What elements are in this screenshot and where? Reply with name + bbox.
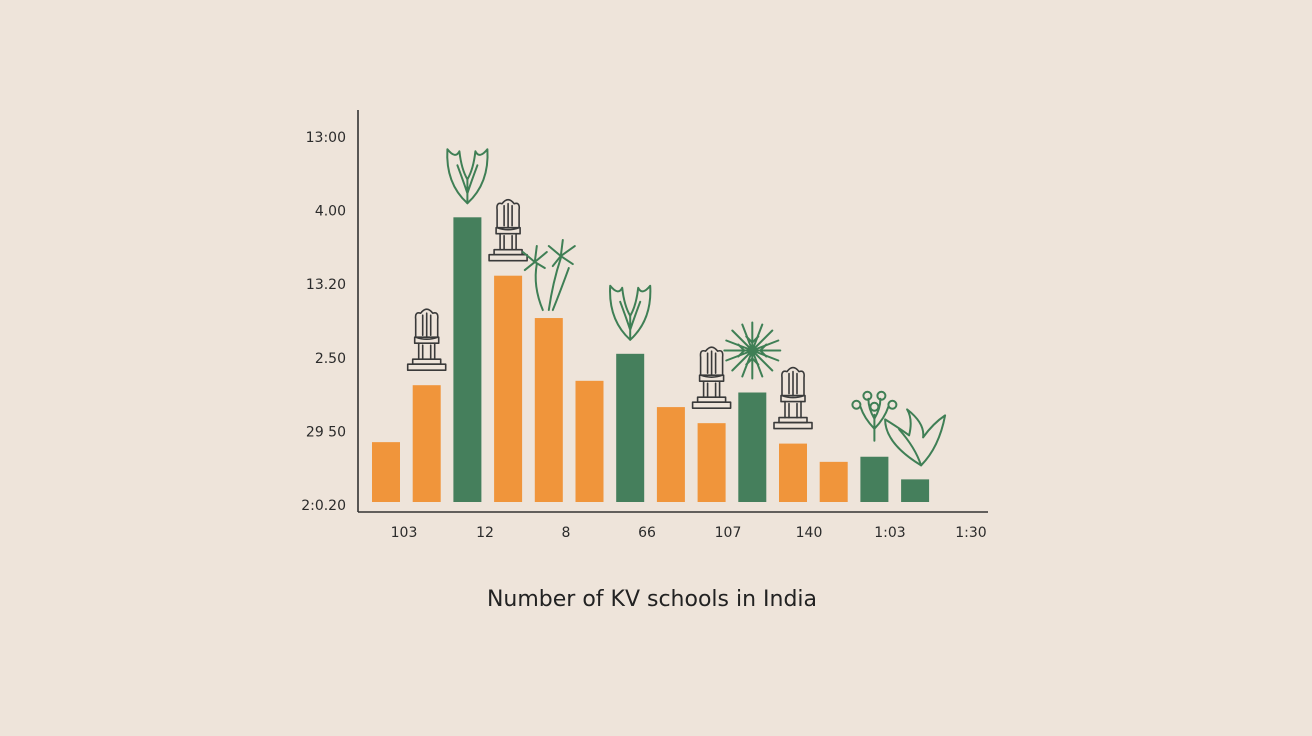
x-tick-label: 1:03 — [874, 525, 905, 541]
y-tick-label: 2:0.20 — [301, 498, 346, 514]
banyan-tree-icon — [723, 321, 782, 380]
y-tick-label: 13.20 — [306, 277, 346, 293]
x-tick-label: 12 — [476, 525, 494, 541]
x-tick-label: 8 — [562, 525, 571, 541]
emblem-icon — [406, 308, 447, 372]
bar — [616, 353, 645, 502]
bar — [738, 392, 767, 502]
leaf-icon — [884, 408, 947, 467]
x-tick-label: 103 — [391, 525, 418, 541]
x-tick-label: 66 — [638, 525, 656, 541]
bar — [697, 423, 726, 502]
bar — [494, 275, 523, 502]
lotus-icon — [446, 148, 489, 205]
bar — [860, 456, 889, 502]
emblem-icon — [691, 346, 732, 409]
bar — [534, 318, 563, 502]
x-axis-label: Number of KV schools in India — [487, 587, 817, 612]
bar — [412, 385, 441, 502]
y-tick-label: 2.50 — [315, 351, 346, 367]
bar — [656, 407, 685, 502]
palm-tree-icon — [521, 239, 576, 312]
lotus-icon — [609, 284, 652, 341]
y-tick-label: 29 50 — [306, 424, 346, 440]
y-tick-label: 13:00 — [306, 130, 346, 146]
flower-bush-icon — [851, 390, 898, 442]
bar — [819, 461, 848, 502]
bar — [453, 217, 482, 503]
emblem-icon — [488, 198, 528, 262]
bar — [779, 443, 807, 502]
y-tick-label: 4.00 — [315, 204, 346, 220]
bar — [575, 380, 604, 502]
bar — [901, 479, 930, 502]
x-tick-label: 107 — [715, 525, 742, 541]
emblem-icon — [773, 366, 813, 430]
x-tick-label: 1:30 — [955, 525, 986, 541]
x-tick-label: 140 — [796, 525, 823, 541]
bar — [372, 442, 400, 502]
